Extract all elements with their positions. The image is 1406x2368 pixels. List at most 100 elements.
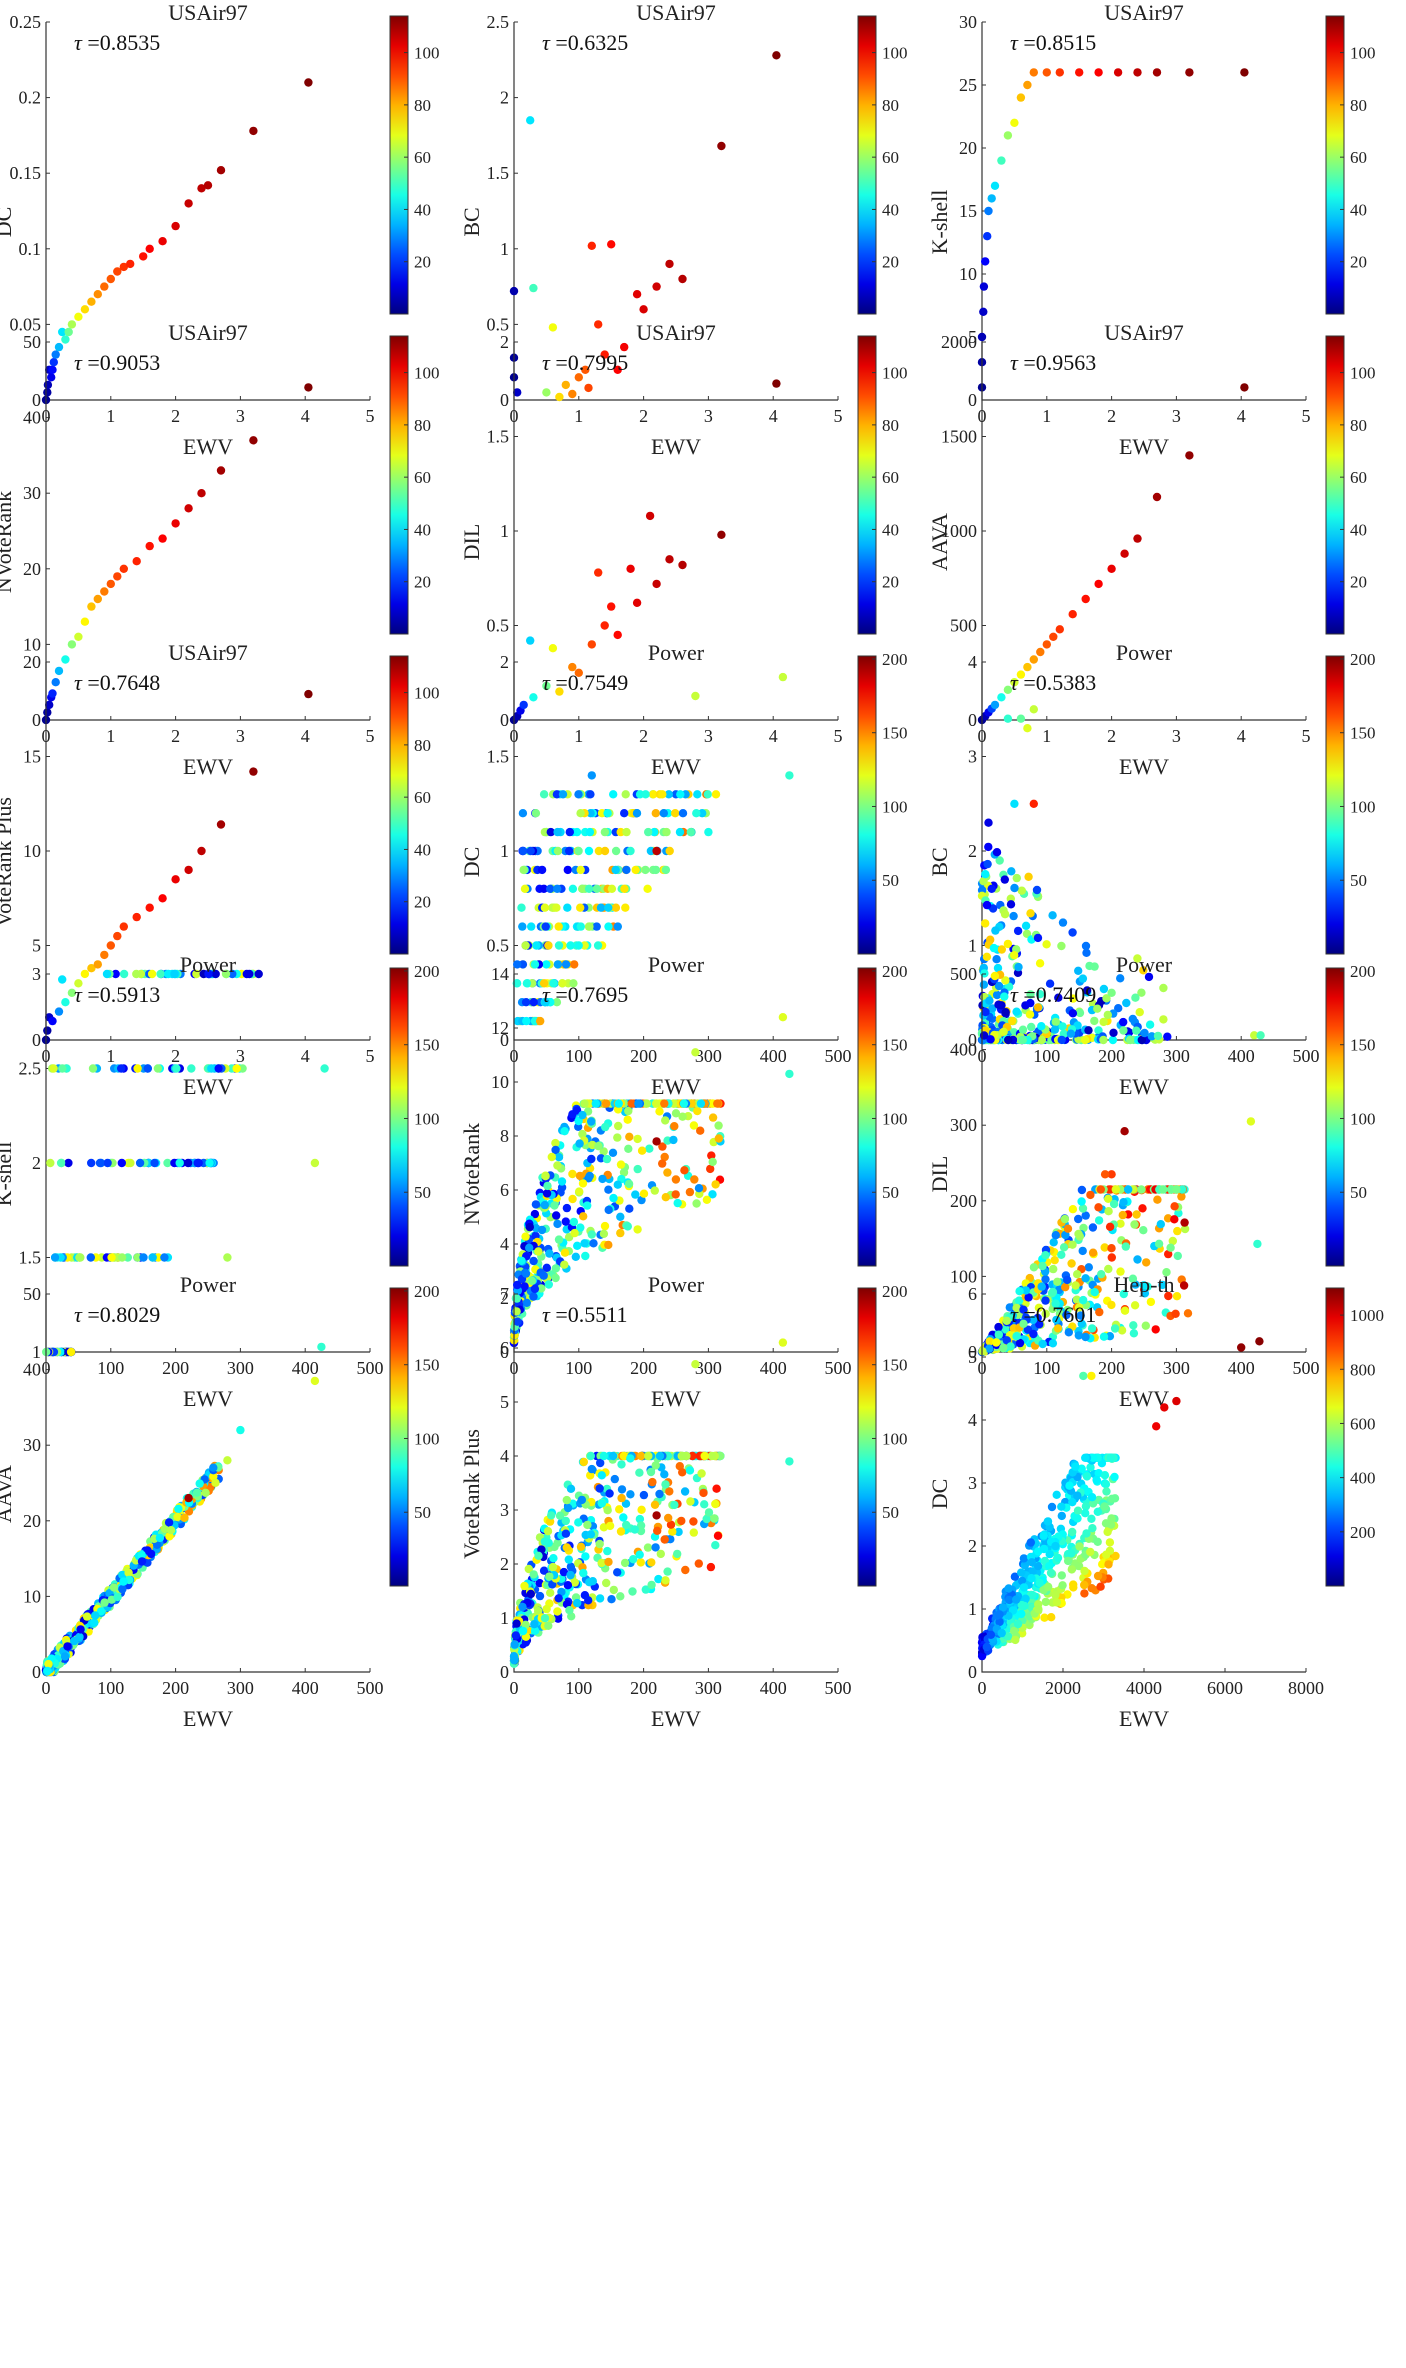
colorbar-tick-label: 40 [882, 200, 899, 219]
data-point [576, 1172, 584, 1180]
colorbar-tick-label: 100 [882, 1109, 908, 1128]
tau-annotation: τ =0.7695 [542, 982, 628, 1008]
data-point [304, 383, 312, 391]
data-point [645, 1145, 653, 1153]
data-point [567, 1485, 575, 1493]
data-point [1023, 81, 1031, 89]
y-tick-label: 5 [500, 1392, 509, 1412]
data-point [601, 1222, 609, 1230]
data-point [120, 565, 128, 573]
data-point [1120, 550, 1128, 558]
data-point [76, 1625, 84, 1633]
data-point [692, 809, 700, 817]
data-point [1051, 1256, 1059, 1264]
data-point [987, 1631, 995, 1639]
data-point [641, 866, 649, 874]
data-point [614, 631, 622, 639]
data-point [617, 1460, 625, 1468]
data-point [983, 860, 991, 868]
data-point [204, 181, 212, 189]
data-point [665, 555, 673, 563]
data-point [519, 1627, 527, 1635]
data-point [604, 1506, 612, 1514]
data-point [603, 809, 611, 817]
data-point [1104, 1560, 1112, 1568]
data-point [1068, 1241, 1076, 1249]
data-point [1030, 705, 1038, 713]
data-point [581, 1552, 589, 1560]
data-point [304, 690, 312, 698]
data-point [662, 1193, 670, 1201]
data-point [75, 1253, 83, 1261]
data-point [521, 885, 529, 893]
data-point [49, 1064, 57, 1072]
data-point [612, 904, 620, 912]
data-point [1111, 1494, 1119, 1502]
data-point [554, 847, 562, 855]
data-point [139, 1253, 147, 1261]
x-tick-label: 0 [42, 1678, 51, 1698]
y-tick-label: 10 [959, 264, 977, 284]
data-point [511, 1640, 519, 1648]
data-point [217, 820, 225, 828]
data-point [586, 790, 594, 798]
data-point [519, 809, 527, 817]
data-point [678, 1113, 686, 1121]
data-point [540, 790, 548, 798]
data-point [604, 1241, 612, 1249]
data-point [712, 790, 720, 798]
data-point [87, 298, 95, 306]
data-point [1054, 1554, 1062, 1562]
data-point [1094, 1572, 1102, 1580]
data-point [693, 1107, 701, 1115]
data-point [617, 1494, 625, 1502]
data-point [1159, 1015, 1167, 1023]
x-tick-label: 4000 [1126, 1678, 1162, 1698]
data-point [560, 1261, 568, 1269]
data-point [717, 142, 725, 150]
data-point [1069, 1580, 1077, 1588]
y-tick-label: 1500 [941, 427, 977, 447]
data-point [1112, 1185, 1120, 1193]
data-point [541, 1201, 549, 1209]
data-point [510, 1656, 518, 1664]
colorbar-tick-label: 80 [414, 416, 431, 435]
data-point [711, 1541, 719, 1549]
data-point [577, 1543, 585, 1551]
y-tick-label: 20 [959, 138, 977, 158]
y-tick-label: 4 [500, 1446, 509, 1466]
data-point [686, 1188, 694, 1196]
scatter-plot-svg: 0 2000 4000 6000 800001234562004006008001000 [936, 1272, 1404, 1744]
data-point [176, 1159, 184, 1167]
data-point [680, 1099, 688, 1107]
data-point [555, 941, 563, 949]
data-point [1087, 1515, 1095, 1523]
data-point [1133, 68, 1141, 76]
data-point [1160, 1403, 1168, 1411]
data-point [574, 1518, 582, 1526]
y-tick-label: 2 [32, 1153, 41, 1173]
data-point [126, 1159, 134, 1167]
data-point [652, 282, 660, 290]
data-point [215, 1064, 223, 1072]
data-point [1061, 1215, 1069, 1223]
colorbar-tick-label: 80 [882, 416, 899, 435]
colorbar [858, 1288, 876, 1586]
data-point [87, 1159, 95, 1167]
data-point [622, 866, 630, 874]
data-point [209, 1464, 217, 1472]
data-point [236, 1426, 244, 1434]
data-point [695, 1184, 703, 1192]
scatter-plot-svg: 0 100 200 300 400 500 0 10 20 30 40 50 50 100 150 200 [0, 1272, 468, 1744]
tau-annotation: τ =0.7601 [1010, 1302, 1096, 1328]
data-point [519, 847, 527, 855]
data-point [1068, 1565, 1076, 1573]
data-point [1119, 1211, 1127, 1219]
y-tick-label: 0 [32, 1662, 41, 1682]
y-tick-label: 4 [968, 652, 977, 672]
colorbar-tick-label: 200 [882, 1282, 908, 1301]
data-point [701, 1452, 709, 1460]
data-point [530, 1570, 538, 1578]
data-point [580, 1239, 588, 1247]
data-point [979, 877, 987, 885]
